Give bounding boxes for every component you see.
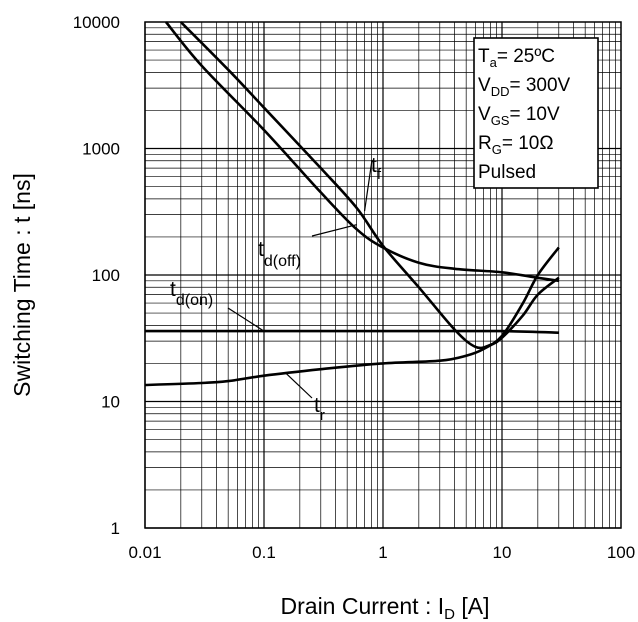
- y-tick-label: 10: [101, 393, 120, 412]
- conditions-lines: Ta= 25ºC VDD= 300V VGS= 10V RG= 10Ω Pulsed: [478, 46, 571, 183]
- y-tick-label: 1000: [82, 140, 120, 159]
- x-tick-label: 10: [493, 543, 512, 562]
- label-leaders: [227, 159, 373, 399]
- x-axis-title-main: Drain Current : I: [281, 593, 445, 619]
- x-tick-label: 0.1: [252, 543, 276, 562]
- series-line-t-d-on-: [144, 329, 559, 334]
- y-tick-label: 10000: [73, 13, 120, 32]
- x-axis-title-unit: [A]: [455, 593, 490, 619]
- series-group: [144, 21, 560, 387]
- y-tick-label: 1: [111, 519, 120, 538]
- condition-line: VDD= 300V: [478, 75, 571, 99]
- y-axis-title: Switching Time : t [ns]: [9, 173, 35, 397]
- series-line-t-r: [144, 246, 560, 387]
- label-leader-line: [227, 307, 265, 332]
- x-tick-label: 0.01: [128, 543, 161, 562]
- x-tick-label: 100: [607, 543, 635, 562]
- series-line-t-d-off-: [164, 21, 559, 283]
- conditions-box: Ta= 25ºC VDD= 300V VGS= 10V RG= 10Ω Pulsed: [473, 37, 599, 189]
- condition-line: Pulsed: [478, 162, 536, 183]
- condition-line: VGS= 10V: [478, 104, 560, 128]
- label-t-r: tr: [314, 394, 325, 424]
- tick-labels: 0.01 0.1 1 10 100 1 10 100 1000 10000: [73, 13, 635, 562]
- label-t-d-off: td(off): [258, 238, 301, 270]
- y-tick-label: 100: [92, 266, 120, 285]
- plot-frame: [144, 21, 622, 529]
- label-t-f: tf: [371, 154, 382, 183]
- grid: [144, 21, 622, 529]
- x-tick-label: 1: [378, 543, 387, 562]
- conditions-frame: [473, 37, 599, 189]
- label-leader-line: [284, 371, 313, 399]
- label-leader-line: [311, 224, 357, 237]
- condition-line: Ta= 25ºC: [478, 46, 555, 70]
- x-axis-title-sub: D: [444, 606, 455, 622]
- condition-line: RG= 10Ω: [478, 133, 554, 157]
- x-axis-title: Drain Current : ID [A]: [281, 593, 490, 622]
- label-leader-line: [363, 159, 373, 212]
- series-line-t-f: [179, 21, 560, 350]
- label-t-d-on: td(on): [170, 278, 213, 309]
